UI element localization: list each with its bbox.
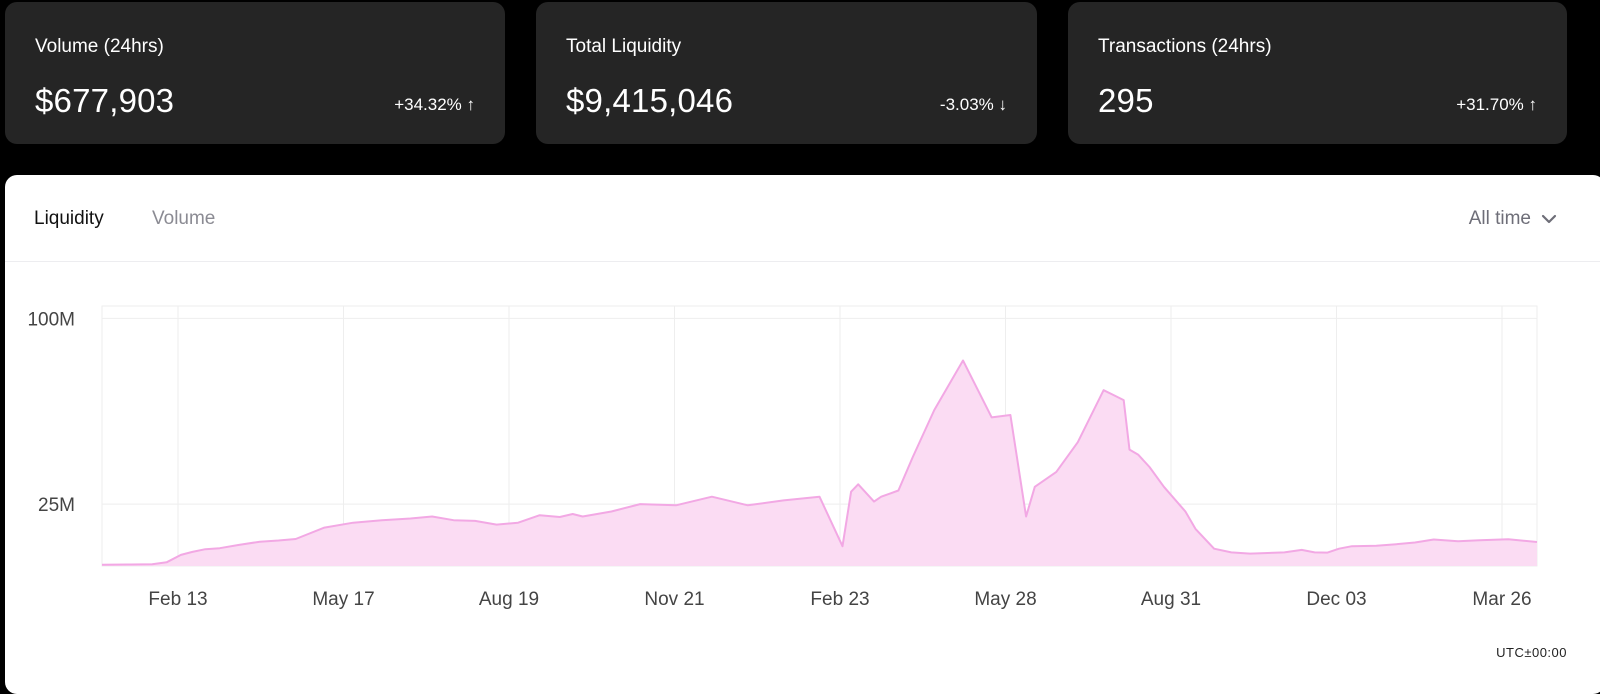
tab-liquidity[interactable]: Liquidity [34,208,104,229]
x-tick-label: Nov 21 [644,589,704,610]
stat-title: Total Liquidity [566,36,682,57]
stat-card-liquidity: Total Liquidity $9,415,046 -3.03% ↓ [536,2,1037,144]
x-tick-label: Aug 19 [479,589,539,610]
stat-card-volume: Volume (24hrs) $677,903 +34.32% ↑ [5,2,505,144]
liquidity-area [102,360,1537,566]
stat-change: +31.70% ↑ [1456,95,1537,114]
liquidity-line [101,359,1538,566]
stat-change: +34.32% ↑ [394,95,475,114]
stat-value: $9,415,046 [566,82,734,119]
time-range-label: All time [1468,208,1531,229]
tab-volume[interactable]: Volume [152,208,216,229]
stat-value: 295 [1098,82,1154,119]
x-tick-label: Mar 26 [1472,589,1531,610]
stat-value: $677,903 [35,82,175,119]
x-tick-label: Feb 13 [148,589,207,610]
stat-change: -3.03% ↓ [939,95,1007,114]
y-tick-label: 25M [38,495,75,516]
stat-title: Transactions (24hrs) [1098,36,1272,57]
chart-panel: Liquidity Volume All time Feb 13 May 17 Au… [5,175,1600,694]
x-tick-label: Dec 03 [1306,589,1366,610]
chevron-down-icon [1541,208,1557,230]
panel-divider [5,261,1600,262]
time-range-dropdown[interactable]: All time [1469,208,1557,230]
timezone-label: UTC±00:00 [1496,645,1567,660]
liquidity-chart: Feb 13 May 17 Aug 19 Nov 21 Feb 23 May 28 Aug … [27,305,1538,610]
x-tick-label: Aug 31 [1141,589,1201,610]
stat-title: Volume (24hrs) [35,36,164,57]
x-tick-label: Feb 23 [810,589,869,610]
x-tick-label: May 17 [312,589,374,610]
x-tick-label: May 28 [974,589,1036,610]
stat-card-transactions: Transactions (24hrs) 295 +31.70% ↑ [1068,2,1567,144]
y-tick-label: 100M [27,309,75,330]
